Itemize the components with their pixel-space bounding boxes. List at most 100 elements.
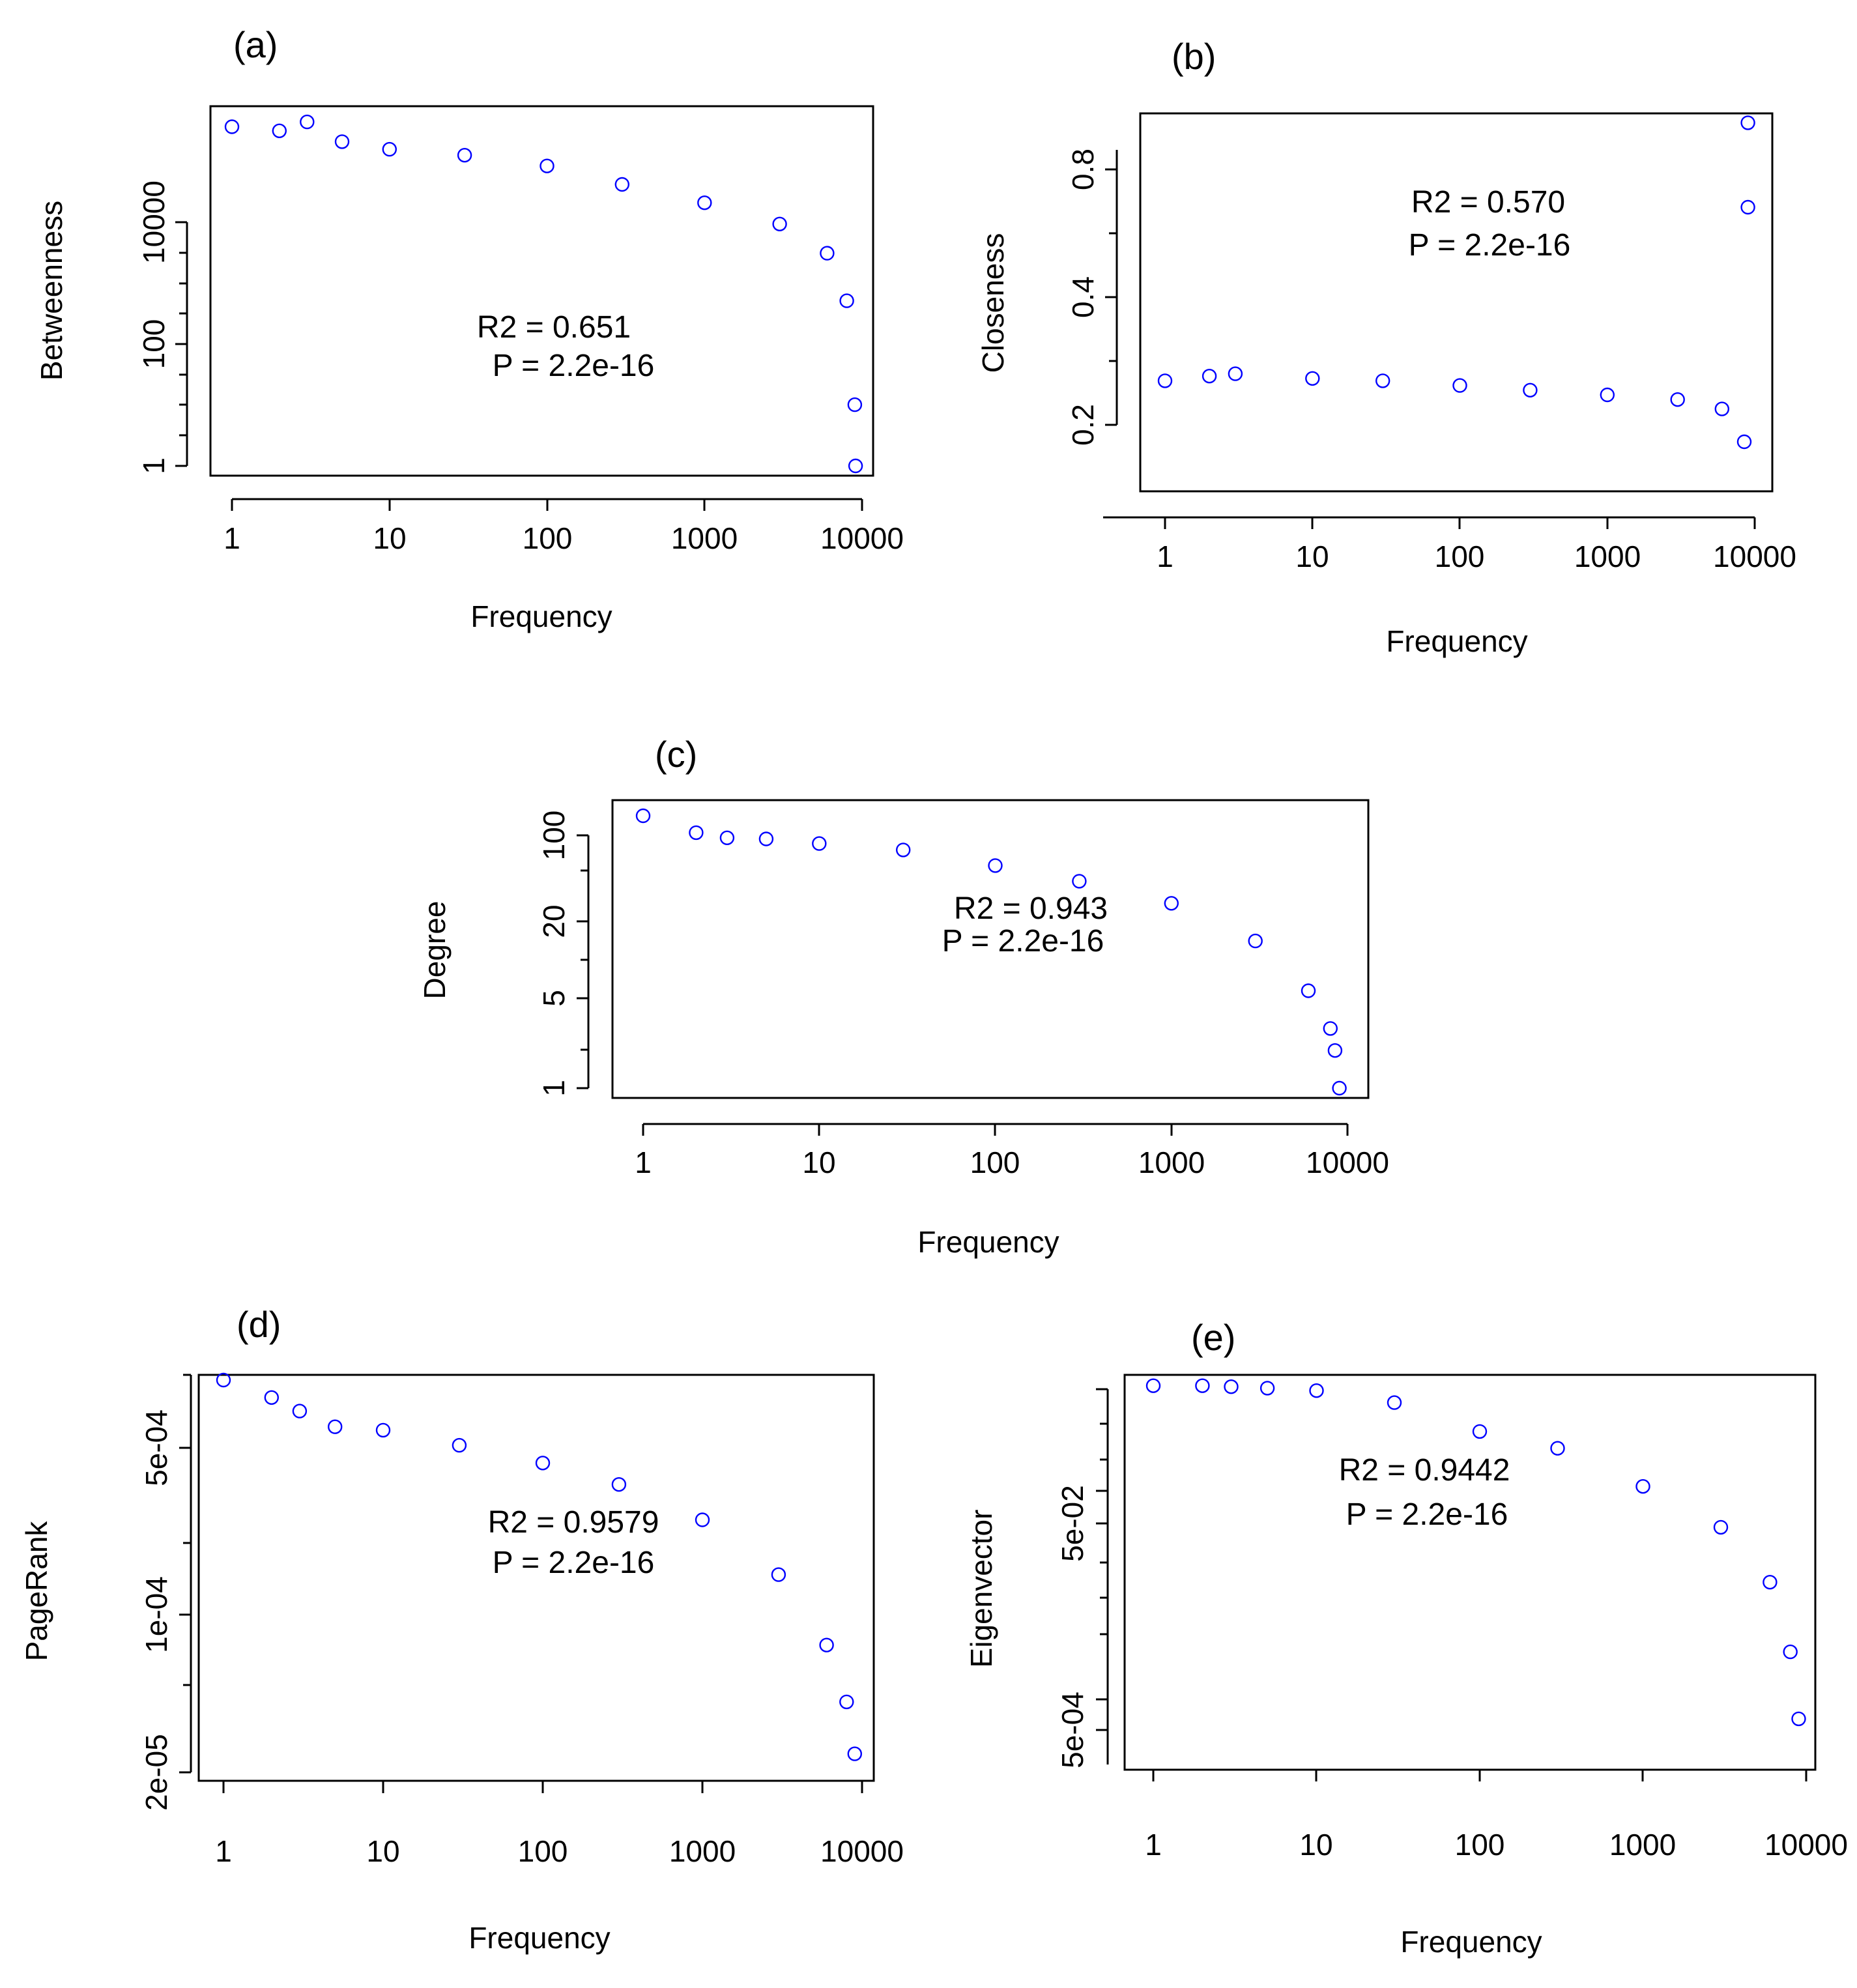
panel-e-y-tick-5e-02: 5e-02 — [1056, 1485, 1089, 1562]
panel-c-point — [1301, 983, 1316, 998]
panel-d-y-tick-5e-04: 5e-04 — [139, 1409, 173, 1486]
panel-d-x-title: Frequency — [468, 1921, 610, 1955]
panel-a-point — [334, 134, 350, 149]
panel-e-y-title: Eigenvector — [964, 1510, 998, 1668]
panel-e-r2-annotation: R2 = 0.9442 — [1339, 1453, 1510, 1488]
panel-e-x-tick-10000: 10000 — [1764, 1828, 1848, 1862]
panel-d: (d) 1 10 100 1000 10000 Frequency 2e-05 — [20, 1304, 904, 1955]
panel-b-y-tick-0.8: 0.8 — [1066, 149, 1100, 190]
panel-e-point — [1550, 1441, 1565, 1456]
panel-b-point — [1670, 392, 1685, 407]
panel-c-point — [758, 831, 774, 846]
panel-c-x-tick-100: 100 — [970, 1145, 1020, 1179]
panel-a-y-tick-10000: 10000 — [137, 180, 171, 264]
panel-a-x-tick-1000: 1000 — [671, 521, 738, 555]
panel-b-x-tick-10000: 10000 — [1713, 540, 1796, 573]
panel-e-x-title: Frequency — [1400, 1925, 1542, 1959]
panel-c: (c) 1 10 100 1000 10000 Frequency 1 — [418, 734, 1389, 1259]
panel-a-y-title: Betweenness — [35, 201, 68, 381]
panel-a-point — [697, 195, 712, 210]
panel-d-point — [819, 1637, 834, 1652]
panel-c-point — [1327, 1043, 1343, 1058]
panel-d-x-tick-100: 100 — [518, 1834, 568, 1868]
panel-a-x-tick-10000: 10000 — [820, 521, 904, 555]
panel-b-x-title: Frequency — [1386, 624, 1527, 658]
panel-d-x-tick-1: 1 — [215, 1834, 232, 1868]
panel-b-x-tick-1: 1 — [1157, 540, 1173, 573]
panel-e-point — [1635, 1478, 1650, 1494]
panel-e-point — [1387, 1395, 1402, 1410]
panel-a-point — [847, 397, 863, 412]
panel-e-point — [1309, 1383, 1324, 1398]
panel-c-x-tick-10: 10 — [802, 1145, 835, 1179]
panel-c-point — [1072, 874, 1087, 889]
panel-d-point — [771, 1567, 786, 1582]
panel-e-point — [1472, 1424, 1488, 1439]
panel-b-p-annotation: P = 2.2e-16 — [1409, 228, 1571, 263]
panel-d-y-axis: 2e-05 1e-04 5e-04 PageRank — [20, 1374, 192, 1811]
panel-b-marks — [1157, 115, 1755, 450]
panel-d-y-title: PageRank — [20, 1521, 53, 1662]
panel-a-y-tick-1: 1 — [137, 457, 171, 474]
panel-c-y-title: Degree — [418, 901, 452, 1000]
panel-a-x-tick-100: 100 — [523, 521, 573, 555]
panel-c-r2-annotation: R2 = 0.943 — [954, 891, 1108, 926]
panel-c-x-title: Frequency — [917, 1225, 1059, 1259]
panel-b-point — [1452, 378, 1467, 393]
panel-b-x-axis: 1 10 100 1000 10000 Frequency — [1103, 516, 1796, 658]
panel-e-point — [1783, 1644, 1798, 1660]
panel-b-y-axis: 0.2 0.4 0.8 Closeness — [976, 149, 1118, 446]
panel-c-point — [812, 836, 827, 851]
panel-c-x-axis: 1 10 100 1000 10000 Frequency — [635, 1123, 1389, 1259]
panel-e-point — [1145, 1378, 1161, 1393]
panel-e-x-axis: 1 10 100 1000 10000 Frequency — [1145, 1768, 1848, 1959]
panel-c-plot-frame — [611, 799, 1370, 1099]
panel-e-y-tick-5e-04: 5e-04 — [1056, 1692, 1089, 1768]
panel-c-y-tick-20: 20 — [537, 904, 571, 938]
panel-e-x-tick-1: 1 — [1145, 1828, 1162, 1862]
panel-d-point — [847, 1746, 863, 1761]
panel-d-point — [375, 1422, 391, 1438]
panel-a-point — [540, 158, 554, 173]
panel-a-point — [272, 123, 287, 139]
panel-e-marks — [1145, 1378, 1806, 1727]
panel-d-point — [328, 1419, 343, 1434]
panel-e-x-tick-1000: 1000 — [1609, 1828, 1676, 1862]
panel-a-point — [839, 293, 854, 308]
panel-d-x-axis: 1 10 100 1000 10000 Frequency — [215, 1779, 904, 1955]
panel-e-plot-frame — [1123, 1374, 1817, 1771]
panel-a-point — [848, 458, 863, 474]
panel-e: (e) 1 10 100 1000 10000 Frequency — [964, 1317, 1848, 1959]
panel-d-label: (d) — [237, 1304, 281, 1345]
panel-d-point — [695, 1512, 710, 1527]
panel-a-plot-frame — [209, 105, 874, 477]
panel-d-point — [452, 1437, 467, 1453]
panel-a-y-tick-100: 100 — [137, 319, 171, 369]
panel-a-x-tick-1: 1 — [223, 521, 240, 555]
panel-b-point — [1202, 369, 1217, 384]
panel-c-point — [1332, 1080, 1347, 1096]
panel-d-y-tick-1e-04: 1e-04 — [139, 1576, 173, 1653]
panel-b-r2-annotation: R2 = 0.570 — [1411, 185, 1565, 220]
panel-a-p-annotation: P = 2.2e-16 — [493, 349, 655, 383]
panel-c-x-tick-1: 1 — [635, 1145, 652, 1179]
panel-c-label: (c) — [655, 734, 697, 775]
panel-b-y-title: Closeness — [976, 233, 1010, 373]
panel-e-point — [1763, 1574, 1778, 1590]
panel-d-x-tick-10: 10 — [366, 1834, 399, 1868]
panel-c-point — [719, 830, 735, 846]
panel-b-x-tick-100: 100 — [1435, 540, 1485, 573]
panel-d-x-tick-10000: 10000 — [820, 1834, 904, 1868]
panel-c-y-tick-100: 100 — [537, 811, 571, 861]
panel-c-point — [635, 808, 651, 824]
panel-b-point — [1157, 373, 1173, 388]
panel-e-point — [1713, 1520, 1729, 1535]
panel-c-point — [1164, 896, 1179, 911]
panel-d-r2-annotation: R2 = 0.9579 — [488, 1505, 659, 1540]
panel-d-x-tick-1000: 1000 — [669, 1834, 736, 1868]
panel-d-point — [216, 1372, 231, 1388]
panel-c-x-tick-1000: 1000 — [1138, 1145, 1205, 1179]
panel-a-point — [614, 177, 629, 192]
panel-b-y-tick-0.4: 0.4 — [1066, 276, 1100, 318]
panel-e-y-axis: 5e-04 5e-02 Eigenvector — [964, 1388, 1109, 1768]
